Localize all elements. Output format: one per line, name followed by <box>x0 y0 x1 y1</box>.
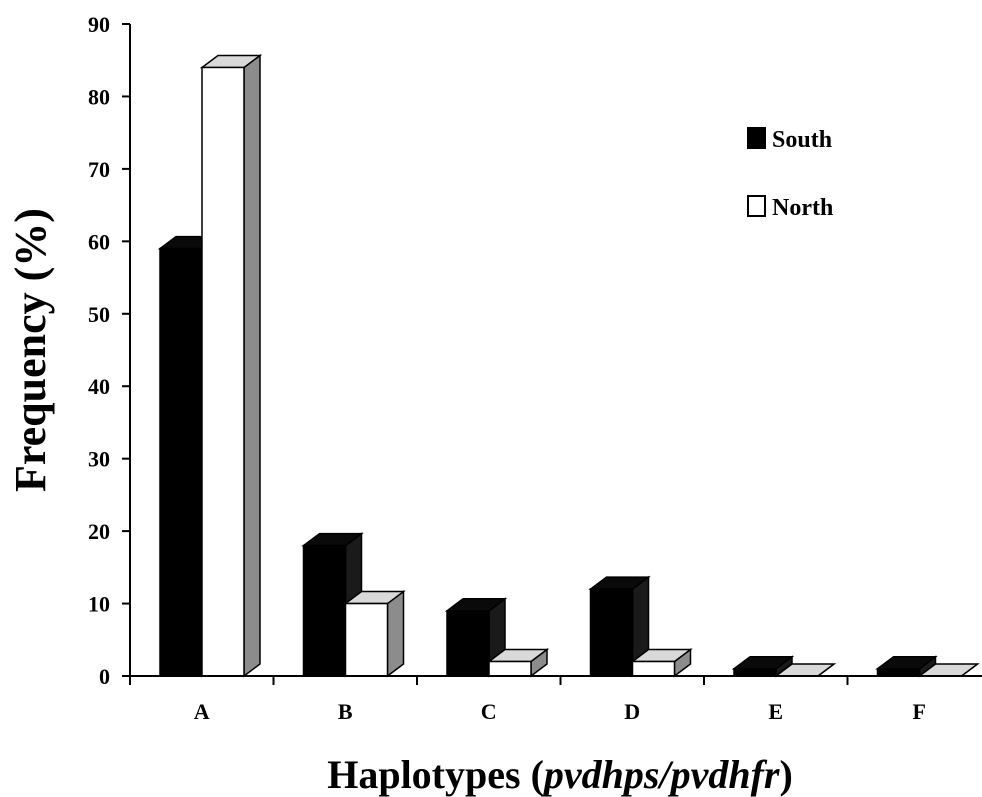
bar-front-face <box>302 544 347 677</box>
bar-front-face <box>876 668 921 677</box>
bar-north-C <box>486 648 550 678</box>
legend-label-south: South <box>772 127 832 153</box>
x-tick-label-C: C <box>481 699 497 724</box>
legend: South North <box>747 127 833 221</box>
y-tick-label: 50 <box>88 302 110 327</box>
bar-front-face <box>589 588 634 677</box>
y-tick-label: 40 <box>88 374 110 399</box>
y-tick-label: 90 <box>88 12 110 37</box>
bar-front-face <box>733 668 777 677</box>
bar-front-face <box>446 610 490 677</box>
bar-north-B <box>343 590 406 678</box>
x-tick-label-D: D <box>624 699 640 724</box>
bar-front-face <box>631 660 676 677</box>
x-tick-label-B: B <box>338 699 353 724</box>
bar-north-D <box>630 648 693 678</box>
y-axis-title: Frequency (%) <box>6 208 55 492</box>
bar-south-D <box>588 575 651 678</box>
bar-side-face <box>386 590 405 678</box>
bars-layer <box>157 53 980 678</box>
y-tick-label: 10 <box>88 592 110 617</box>
y-tick-label: 30 <box>88 447 110 472</box>
y-tick-label: 70 <box>88 157 110 182</box>
y-tick-label: 60 <box>88 229 110 254</box>
axes-layer: 0 10 20 30 40 50 60 70 80 90 A B C D E F <box>88 12 982 724</box>
y-tick-label: 20 <box>88 519 110 544</box>
x-axis-title-end: ) <box>779 752 792 797</box>
bar-front-face <box>201 66 245 677</box>
x-tick-label-F: F <box>913 699 926 724</box>
bar-north-A <box>199 53 263 678</box>
x-axis-title: Haplotypes (pvdhps/pvdhfr) <box>327 752 793 797</box>
bar-side-face <box>243 53 261 678</box>
bar-front-face <box>488 660 532 677</box>
x-tick-label-E: E <box>768 699 783 724</box>
bar-front-face <box>344 602 389 677</box>
bar-south-F <box>875 655 938 678</box>
x-tick-label-A: A <box>194 699 210 724</box>
legend-swatch-south <box>747 127 766 149</box>
x-axis-title-main: Haplotypes ( <box>327 752 544 797</box>
y-tick-label: 80 <box>88 84 110 109</box>
x-axis-title-italic: pvdhps/pvdhfr <box>541 752 780 797</box>
bar-front-face <box>159 247 203 677</box>
legend-label-north: North <box>772 195 833 221</box>
y-tick-label: 0 <box>99 664 110 689</box>
legend-swatch-north <box>747 195 766 217</box>
bar-south-E <box>731 655 795 678</box>
